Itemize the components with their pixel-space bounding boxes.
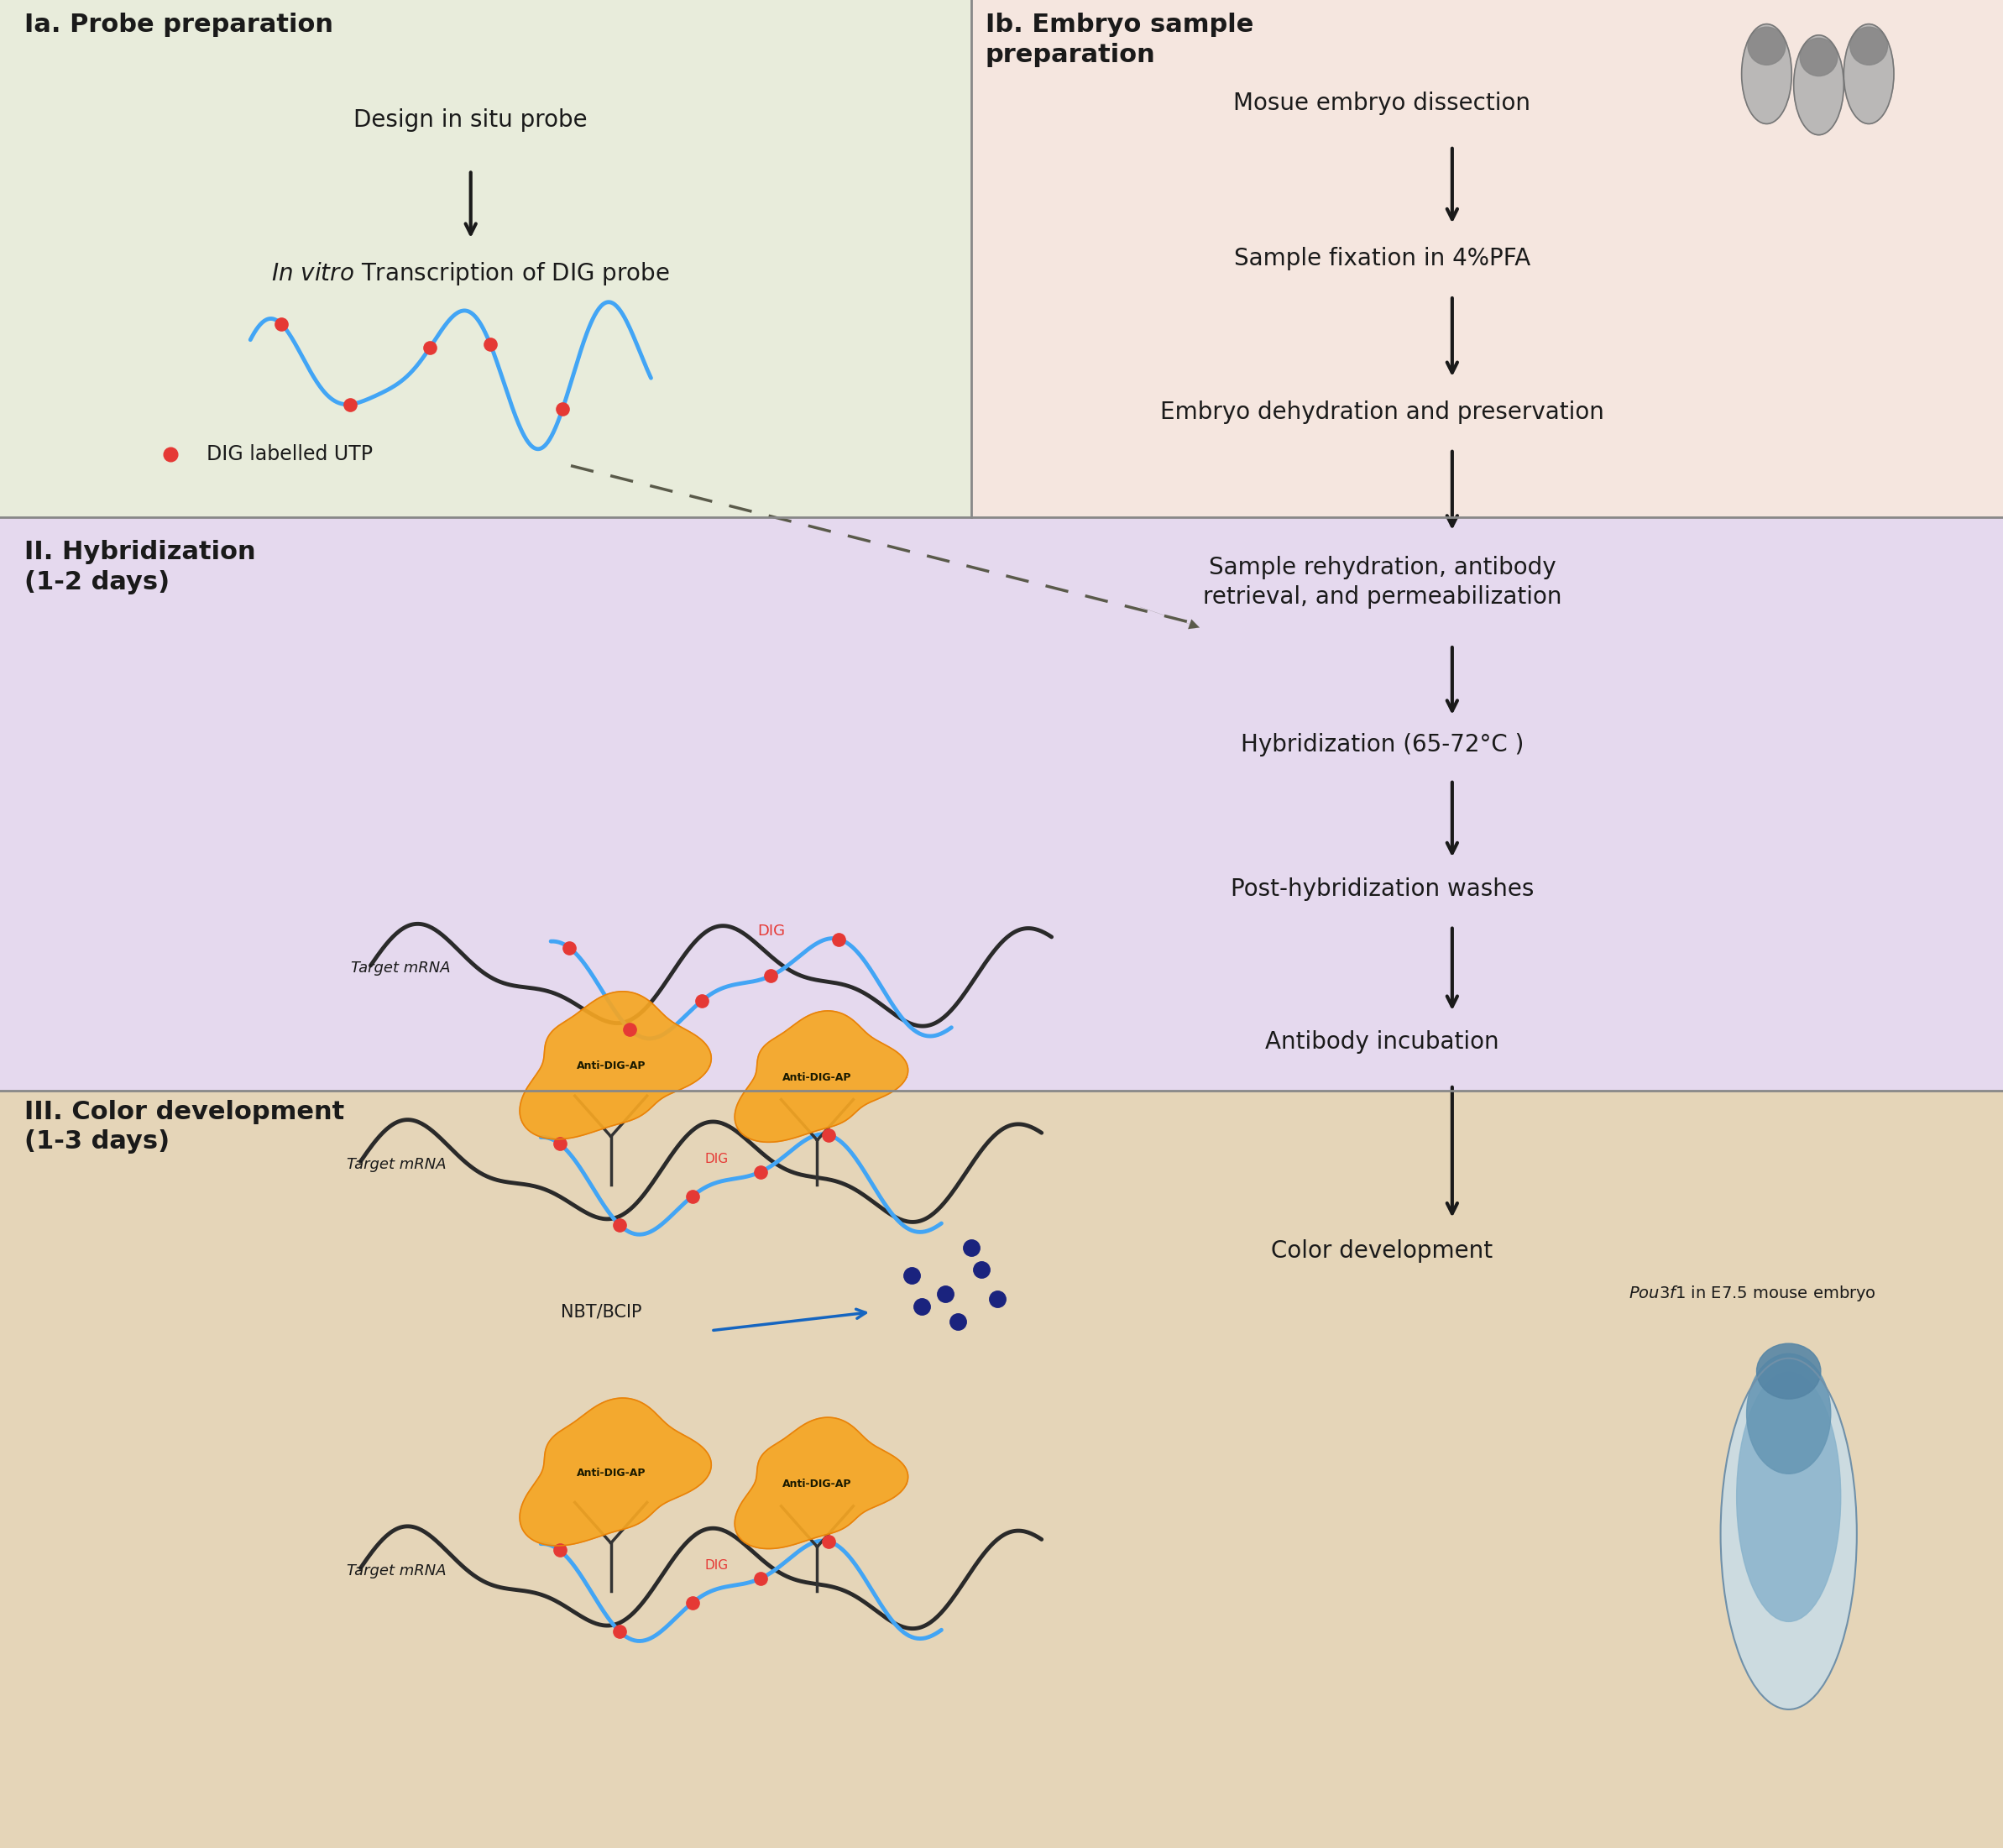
Text: Anti-DIG-AP: Anti-DIG-AP bbox=[783, 1072, 851, 1083]
Bar bbox=[0, 1090, 2003, 1848]
Text: DIG labelled UTP: DIG labelled UTP bbox=[206, 445, 373, 464]
Ellipse shape bbox=[1721, 1358, 1857, 1709]
Ellipse shape bbox=[1737, 1371, 1841, 1623]
Ellipse shape bbox=[1747, 1353, 1831, 1475]
Text: Hybridization (65-72°C ): Hybridization (65-72°C ) bbox=[1240, 734, 1524, 756]
Bar bbox=[0, 0, 971, 517]
Text: Design in situ probe: Design in situ probe bbox=[355, 109, 587, 131]
Bar bbox=[0, 517, 2003, 1090]
Text: Ia. Probe preparation: Ia. Probe preparation bbox=[24, 13, 332, 37]
Text: III. Color development
(1-3 days): III. Color development (1-3 days) bbox=[24, 1100, 345, 1153]
Text: Anti-DIG-AP: Anti-DIG-AP bbox=[577, 1467, 645, 1478]
Polygon shape bbox=[735, 1011, 907, 1142]
Text: Antibody incubation: Antibody incubation bbox=[1266, 1031, 1498, 1053]
Text: DIG: DIG bbox=[705, 1153, 729, 1164]
Text: Embryo dehydration and preservation: Embryo dehydration and preservation bbox=[1160, 401, 1604, 423]
Text: Anti-DIG-AP: Anti-DIG-AP bbox=[577, 1061, 645, 1072]
Polygon shape bbox=[519, 991, 711, 1138]
Ellipse shape bbox=[1851, 28, 1887, 65]
Text: DIG: DIG bbox=[757, 924, 785, 939]
Text: II. Hybridization
(1-2 days): II. Hybridization (1-2 days) bbox=[24, 540, 256, 593]
Text: Color development: Color development bbox=[1272, 1240, 1492, 1262]
Ellipse shape bbox=[1801, 39, 1837, 76]
Ellipse shape bbox=[1845, 24, 1893, 124]
Text: Ib. Embryo sample
preparation: Ib. Embryo sample preparation bbox=[985, 13, 1254, 67]
Ellipse shape bbox=[1743, 24, 1793, 124]
Text: NBT/BCIP: NBT/BCIP bbox=[561, 1303, 641, 1321]
Text: $\it{In\ vitro}$ Transcription of DIG probe: $\it{In\ vitro}$ Transcription of DIG pr… bbox=[270, 261, 671, 286]
Text: $\it{Pou3f1}$ in E7.5 mouse embryo: $\it{Pou3f1}$ in E7.5 mouse embryo bbox=[1628, 1284, 1877, 1303]
Polygon shape bbox=[735, 1417, 907, 1549]
Bar bbox=[971, 0, 2003, 517]
Text: Sample rehydration, antibody
retrieval, and permeabilization: Sample rehydration, antibody retrieval, … bbox=[1202, 556, 1562, 608]
Polygon shape bbox=[519, 1397, 711, 1545]
Text: DIG: DIG bbox=[705, 1560, 729, 1571]
Text: Target mRNA: Target mRNA bbox=[347, 1157, 447, 1172]
Text: Mosue embryo dissection: Mosue embryo dissection bbox=[1234, 92, 1530, 115]
Text: Post-hybridization washes: Post-hybridization washes bbox=[1230, 878, 1534, 900]
Text: Anti-DIG-AP: Anti-DIG-AP bbox=[783, 1478, 851, 1489]
Ellipse shape bbox=[1749, 28, 1785, 65]
Ellipse shape bbox=[1795, 35, 1845, 135]
Text: Sample fixation in 4%PFA: Sample fixation in 4%PFA bbox=[1234, 248, 1530, 270]
Ellipse shape bbox=[1757, 1343, 1821, 1399]
Text: Target mRNA: Target mRNA bbox=[347, 1563, 447, 1578]
Text: Target mRNA: Target mRNA bbox=[351, 961, 451, 976]
